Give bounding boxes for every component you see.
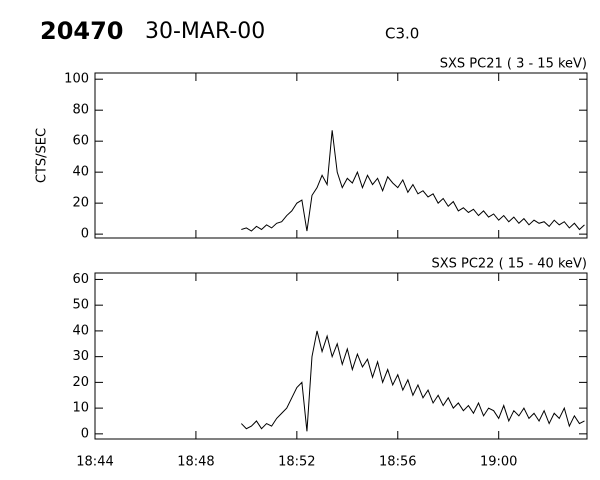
y-tick-label: 60 — [72, 134, 89, 149]
x-tick-label: 18:52 — [278, 455, 315, 470]
y-tick-label: 20 — [72, 375, 89, 390]
x-tick-label: 19:00 — [480, 455, 517, 470]
y-tick-label: 0 — [81, 227, 89, 242]
panel-title: SXS PC21 ( 3 - 15 keV) — [440, 57, 587, 72]
y-tick-label: 50 — [72, 298, 89, 313]
y-tick-label: 100 — [64, 72, 89, 87]
plot-frame — [94, 272, 588, 440]
panel-title: SXS PC22 ( 15 - 40 keV) — [431, 257, 587, 272]
event-id: 20470 — [40, 17, 124, 45]
x-tick-label: 18:56 — [379, 455, 416, 470]
plot-frame — [94, 72, 588, 239]
y-tick-label: 60 — [72, 272, 89, 287]
y-tick-label: 10 — [72, 401, 89, 416]
y-tick-label: 30 — [72, 349, 89, 364]
data-line — [240, 330, 585, 432]
event-date: 30-MAR-00 — [145, 19, 265, 44]
data-line — [241, 130, 585, 232]
y-tick-label: 40 — [72, 323, 89, 338]
y-axis-label: CTS/SEC — [35, 128, 50, 183]
y-tick-label: 40 — [72, 165, 89, 180]
y-tick-label: 0 — [81, 426, 89, 441]
y-tick-label: 20 — [72, 196, 89, 211]
y-tick-label: 80 — [72, 103, 89, 118]
x-tick-label: 18:44 — [76, 455, 113, 470]
flare-class: C3.0 — [385, 25, 419, 43]
x-tick-label: 18:48 — [177, 455, 214, 470]
